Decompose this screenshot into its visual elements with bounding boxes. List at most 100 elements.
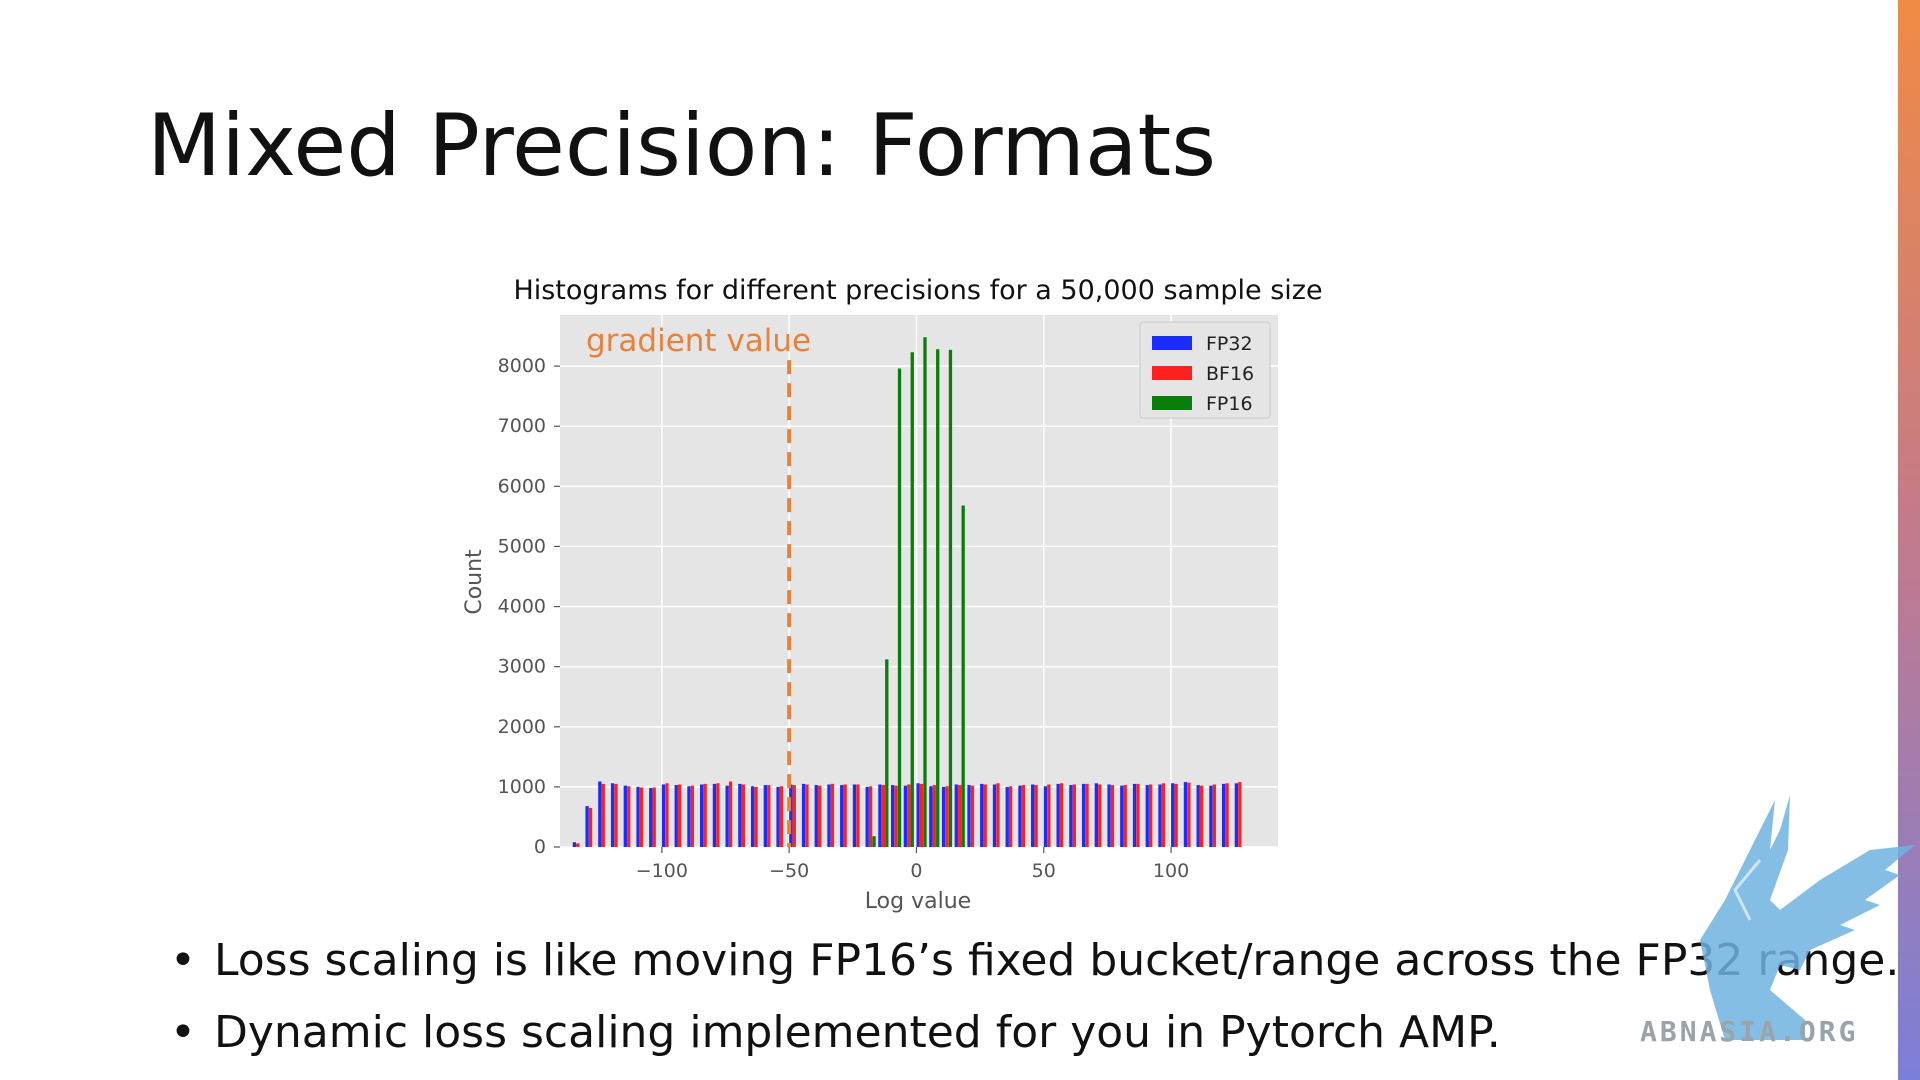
gradient-value-label: gradient value xyxy=(586,323,811,359)
bar-fp32 xyxy=(776,786,780,847)
bar-bf16 xyxy=(932,785,936,847)
x-tick-label: −100 xyxy=(636,860,688,882)
bar-fp32 xyxy=(1056,783,1060,847)
bar-bf16 xyxy=(1149,784,1153,847)
bar-bf16 xyxy=(779,786,784,847)
bar-fp16 xyxy=(885,659,889,847)
bar-bf16 xyxy=(741,784,745,847)
bar-fp16 xyxy=(936,349,940,847)
bars-group xyxy=(572,337,1242,847)
bullet-item: • Dynamic loss scaling implemented for yo… xyxy=(170,997,1899,1069)
legend-swatch-fp16 xyxy=(1152,396,1192,410)
bar-fp32 xyxy=(878,784,882,847)
bar-bf16 xyxy=(945,786,949,847)
x-axis-label: Log value xyxy=(865,889,971,914)
bar-fp32 xyxy=(1018,785,1022,847)
bar-fp32 xyxy=(801,783,806,847)
bar-bf16 xyxy=(614,783,618,847)
bar-bf16 xyxy=(1123,785,1127,847)
y-tick-label: 5000 xyxy=(498,535,546,557)
bar-fp32 xyxy=(750,786,755,847)
watermark-text: ABNASIA.ORG xyxy=(1640,1015,1859,1048)
bar-bf16 xyxy=(1136,783,1140,847)
bar-fp32 xyxy=(725,785,729,847)
bar-bf16 xyxy=(907,784,911,847)
bar-fp32 xyxy=(661,784,666,847)
y-tick-label: 1000 xyxy=(498,776,546,798)
y-tick-label: 7000 xyxy=(498,415,546,437)
bar-bf16 xyxy=(805,784,809,847)
bullet-dot: • xyxy=(170,935,196,986)
bar-fp16 xyxy=(910,352,914,847)
bar-fp32 xyxy=(840,785,844,847)
bar-bf16 xyxy=(919,783,924,847)
bar-bf16 xyxy=(881,785,886,847)
bar-bf16 xyxy=(576,843,580,847)
bar-fp32 xyxy=(1043,786,1048,847)
legend-swatch-fp32 xyxy=(1152,336,1192,350)
bar-bf16 xyxy=(1072,784,1076,847)
bar-fp32 xyxy=(929,786,933,847)
bar-fp32 xyxy=(916,783,920,847)
bar-bf16 xyxy=(1212,784,1217,847)
bar-fp32 xyxy=(712,783,717,847)
y-tick-label: 8000 xyxy=(498,355,546,377)
bar-fp32 xyxy=(1120,785,1124,847)
bar-fp32 xyxy=(865,786,869,847)
bar-bf16 xyxy=(767,785,771,847)
bar-bf16 xyxy=(1174,783,1178,847)
bar-fp16 xyxy=(923,337,927,847)
bar-bf16 xyxy=(1110,785,1115,847)
bar-bf16 xyxy=(1098,784,1102,847)
bar-fp32 xyxy=(1081,783,1086,847)
bar-bf16 xyxy=(818,785,822,847)
bar-fp32 xyxy=(814,785,818,847)
griffin-logo-icon xyxy=(1700,795,1915,1040)
bar-bf16 xyxy=(843,784,847,847)
bullet-text: Dynamic loss scaling implemented for you… xyxy=(214,1007,1501,1058)
bar-bf16 xyxy=(1009,786,1013,847)
y-tick-label: 2000 xyxy=(498,716,546,738)
bar-bf16 xyxy=(728,781,733,847)
bar-bf16 xyxy=(868,786,873,847)
axis-ticks: −100 −50 0 50 100010002000300040005000600070… xyxy=(498,355,1190,882)
bar-fp32 xyxy=(636,786,640,847)
legend-label: BF16 xyxy=(1206,363,1254,385)
bar-fp16 xyxy=(961,505,965,847)
bar-fp16 xyxy=(897,368,902,847)
bar-fp32 xyxy=(954,784,958,847)
legend-swatch-bf16 xyxy=(1152,366,1192,380)
bar-fp32 xyxy=(941,786,946,847)
bar-bf16 xyxy=(958,785,962,847)
bar-fp32 xyxy=(598,781,602,847)
bar-bf16 xyxy=(601,783,605,847)
bullet-list: • Loss scaling is like moving FP16’s fixe… xyxy=(170,925,1899,1069)
bar-fp32 xyxy=(903,785,908,847)
bar-fp32 xyxy=(1171,783,1175,847)
bar-bf16 xyxy=(1047,784,1051,847)
bar-bf16 xyxy=(856,784,860,847)
bar-fp32 xyxy=(1107,784,1111,847)
bar-bf16 xyxy=(830,783,835,847)
bar-bf16 xyxy=(1034,785,1038,847)
bar-fp32 xyxy=(827,784,831,847)
bar-fp32 xyxy=(1145,785,1149,847)
bar-bf16 xyxy=(639,787,644,847)
bar-fp32 xyxy=(852,784,857,847)
bar-fp32 xyxy=(1196,785,1200,847)
bar-bf16 xyxy=(792,785,796,847)
bar-bf16 xyxy=(678,784,682,847)
chart-title: Histograms for different precisions for … xyxy=(513,275,1322,306)
bar-fp32 xyxy=(1158,784,1162,847)
bar-bf16 xyxy=(1187,782,1191,847)
bar-fp32 xyxy=(1031,784,1035,847)
bar-fp32 xyxy=(1221,783,1226,847)
bar-bf16 xyxy=(1238,782,1242,847)
bar-fp32 xyxy=(1069,785,1073,847)
bar-fp32 xyxy=(967,785,971,847)
bar-fp32 xyxy=(687,786,691,847)
x-tick-label: 100 xyxy=(1153,860,1189,882)
bar-bf16 xyxy=(1059,783,1064,847)
bar-fp32 xyxy=(1183,782,1188,847)
